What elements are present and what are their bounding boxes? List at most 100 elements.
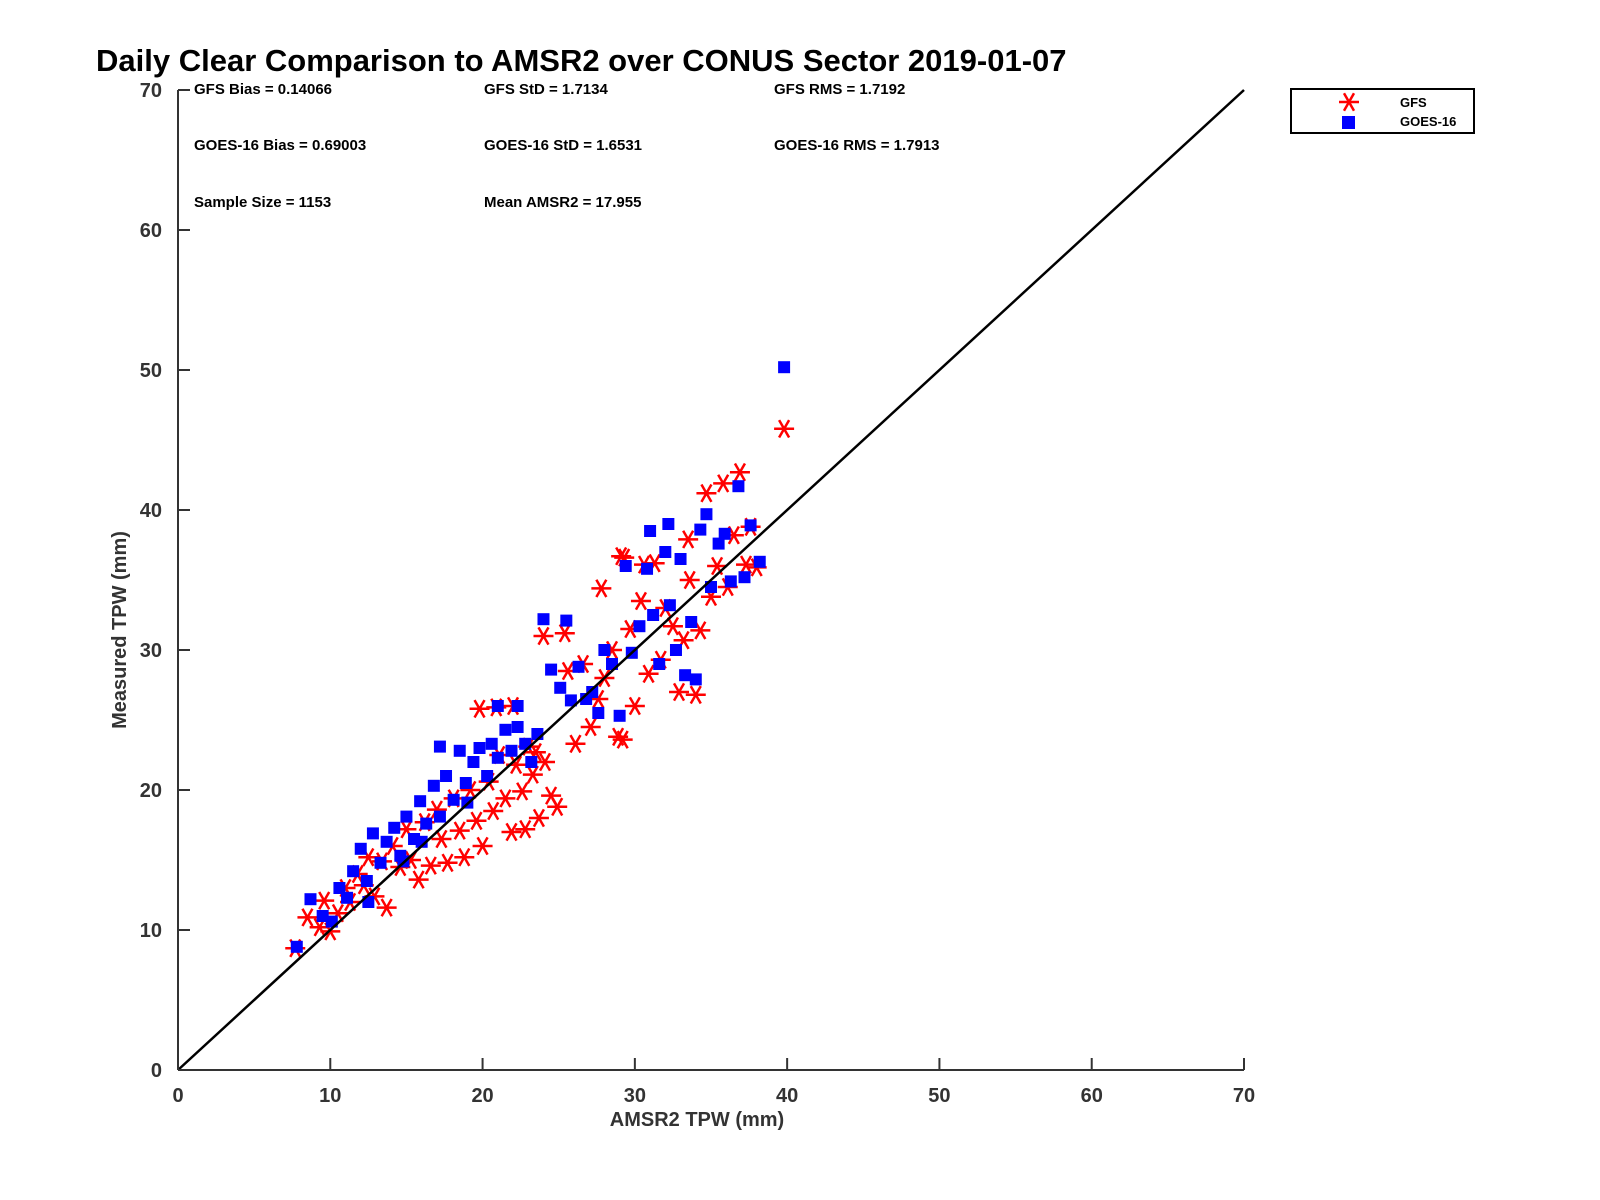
gfs-point [431,829,452,849]
x-tick-label: 10 [319,1085,341,1107]
goes16-point [653,658,666,670]
gfs-point [630,591,651,611]
goes16-point [641,562,654,575]
goes16-point [380,835,393,848]
goes16-point [644,525,657,537]
goes16-point [304,893,317,906]
goes16-point [537,613,550,626]
goes16-point [347,865,360,878]
x-tick-label: 40 [776,1085,798,1107]
goes16-point [718,527,731,540]
gfs-point [713,474,734,493]
goes16-point [420,817,433,830]
goes16-point [647,609,660,621]
y-tick-label: 0 [151,1060,162,1082]
gfs-point [580,717,601,737]
stat-goes-rms: GOES-16 RMS = 1.7913 [774,137,940,154]
x-tick-label: 70 [1233,1085,1255,1107]
gfs-point [638,664,659,684]
gfs-point [420,856,441,875]
goes16-point [511,721,524,733]
goes16-point [388,821,401,834]
goes16-point [732,480,745,493]
gfs-point [408,870,429,889]
gfs-point [522,765,543,784]
legend: GFS GOES-16 [1290,88,1475,134]
gfs-point [472,836,493,856]
gfs-point [512,782,533,801]
x-axis-label: AMSR2 TPW (mm) [610,1109,784,1131]
goes16-point [564,694,577,707]
gfs-point [297,908,318,927]
goes16-point [592,707,605,719]
gfs-point [679,570,700,590]
gfs-point [515,819,536,839]
goes16-point [414,795,427,808]
points-layer [285,361,795,958]
goes16-point [290,940,303,953]
goes16-point [499,723,512,736]
gfs-point [565,734,586,754]
gfs-point [535,752,556,772]
goes16-point [586,686,599,698]
stat-gfs-rms: GFS RMS = 1.7192 [774,81,905,98]
goes16-point [440,770,453,782]
goes16-point [354,842,367,855]
goes16-point [744,519,757,532]
gfs-point [469,699,490,719]
goes16-point [694,523,707,536]
goes16-point [554,681,567,694]
goes16-point [433,810,446,823]
y-tick-label: 40 [140,500,162,522]
goes16-point [459,777,472,789]
goes16-point [663,599,676,612]
gfs-point [501,822,522,842]
goes16-point [712,537,725,550]
y-tick-label: 50 [140,360,162,382]
gfs-point [528,808,549,828]
x-tick-label: 60 [1081,1085,1103,1107]
goes16-point [560,614,573,627]
goes16-point [491,700,504,712]
gfs-point [533,626,554,646]
gfs-point [547,797,568,817]
legend-gfs-label: GFS [1400,95,1427,110]
gfs-point [624,696,645,716]
goes16-point [485,737,498,750]
y-tick-label: 70 [140,80,162,102]
goes16-point [545,663,558,676]
x-axis-ticks: 0 10 20 30 40 50 60 70 [172,1058,1255,1107]
gfs-point [495,789,516,808]
goes16-point [453,744,466,757]
goes16-point [778,361,791,374]
gfs-point [662,616,683,636]
gfs-point [454,847,475,867]
gfs-point [314,891,335,910]
gfs-point [696,483,717,503]
goes16-point [572,660,585,673]
gfs-point [554,623,575,643]
goes16-point [473,742,486,754]
y-tick-label: 60 [140,220,162,242]
y-axis-ticks: 0 10 20 30 40 50 60 70 [140,80,190,1082]
gfs-point [736,555,757,574]
goes16-point [511,700,524,712]
legend-box [1290,88,1475,134]
goes16-point [613,709,626,722]
goes16-point [662,518,675,530]
goes16-point [333,882,346,894]
goes16-point [724,575,737,588]
chart-title: Daily Clear Comparison to AMSR2 over CON… [96,43,1067,78]
goes16-point [619,560,632,572]
goes16-point [481,770,494,782]
goes16-point [360,875,373,887]
goes16-point [689,673,702,686]
goes16-point [633,620,646,633]
gfs-point [591,579,612,598]
goes16-point [316,910,329,922]
gfs-point [466,811,487,831]
stat-goes-bias: GOES-16 Bias = 0.69003 [194,137,366,154]
stat-gfs-bias: GFS Bias = 0.14066 [194,81,332,98]
gfs-point [707,556,728,576]
